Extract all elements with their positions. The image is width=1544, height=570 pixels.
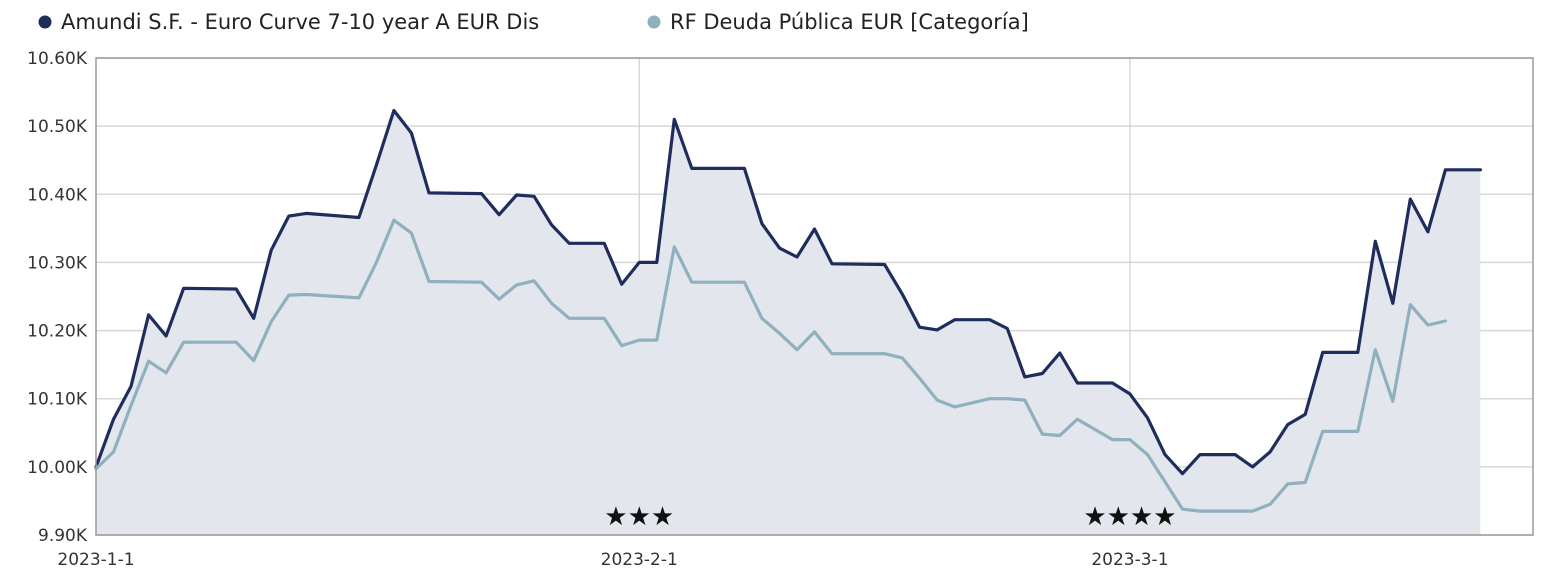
- y-tick-label: 10.00K: [27, 458, 88, 478]
- series-line-1: [94, 218, 1447, 513]
- legend-item-0: Amundi S.F. - Euro Curve 7-10 year A EUR…: [38, 10, 539, 34]
- legend-item-1: RF Deuda Pública EUR [Categoría]: [647, 10, 1029, 34]
- x-tick-label: 2023-2-1: [601, 550, 678, 570]
- rating-annotation: ★★★★: [1083, 502, 1176, 532]
- legend-marker-icon: [38, 15, 52, 29]
- plot-border: [95, 57, 1534, 536]
- y-tick-label: 10.40K: [27, 185, 88, 205]
- y-tick-label: 9.90K: [38, 526, 88, 546]
- line-layer: [94, 108, 1482, 513]
- legend-label: RF Deuda Pública EUR [Categoría]: [670, 10, 1029, 34]
- y-tick-label: 10.10K: [27, 390, 88, 410]
- rating-annotation: ★★★: [604, 502, 674, 532]
- x-tick-label: 2023-3-1: [1091, 550, 1168, 570]
- y-tick-label: 10.30K: [27, 253, 88, 273]
- x-tick-label: 2023-1-1: [57, 550, 134, 570]
- series-line-0: [94, 108, 1482, 476]
- y-tick-label: 10.20K: [27, 322, 88, 342]
- series-area-0: [96, 110, 1481, 535]
- y-tick-label: 10.60K: [27, 49, 88, 69]
- area-layer: [96, 110, 1481, 535]
- legend-label: Amundi S.F. - Euro Curve 7-10 year A EUR…: [61, 10, 539, 34]
- legend-marker-icon: [647, 15, 661, 29]
- y-tick-label: 10.50K: [27, 117, 88, 137]
